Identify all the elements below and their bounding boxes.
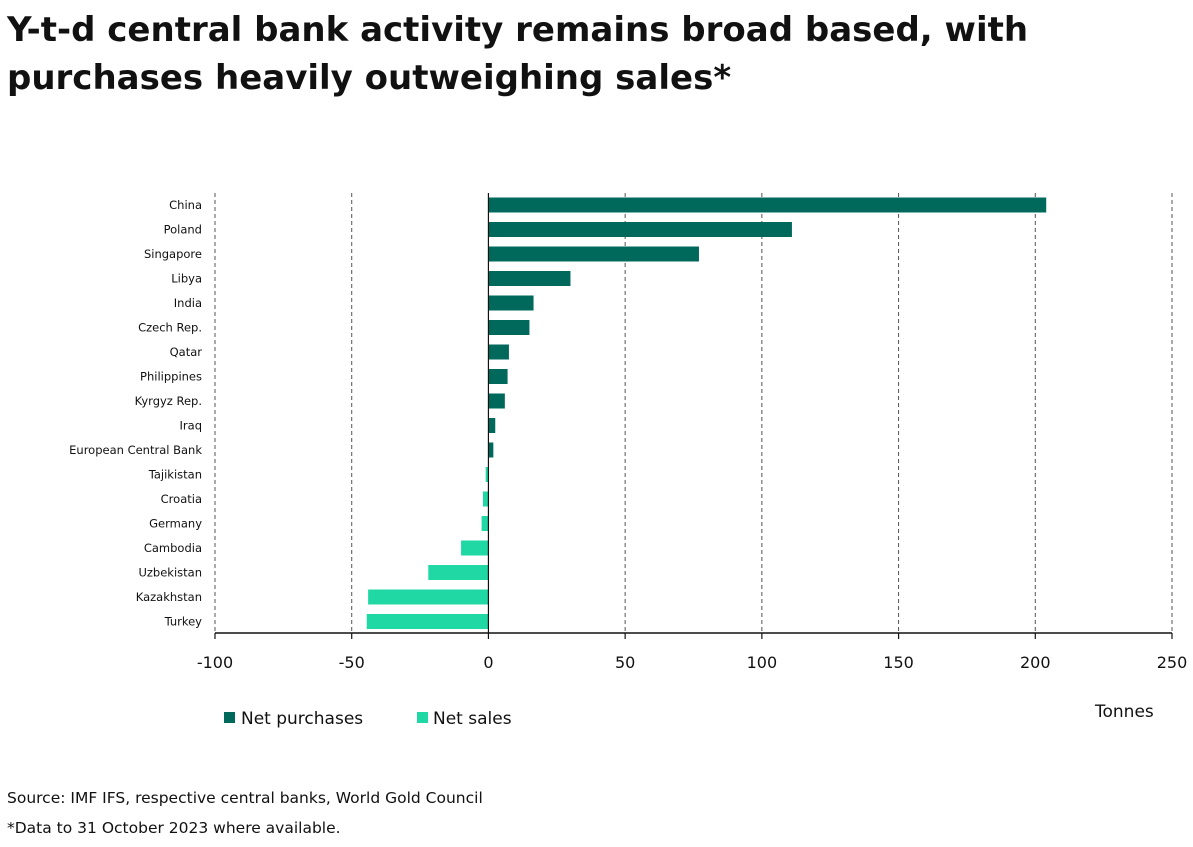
- category-label-india: India: [174, 296, 202, 310]
- bar-india: [488, 295, 534, 311]
- bar-european-central-bank: [488, 442, 494, 458]
- axes: [214, 193, 1173, 639]
- category-label-singapore: Singapore: [144, 247, 202, 261]
- data-note: *Data to 31 October 2023 where available…: [7, 819, 341, 837]
- source-note: Source: IMF IFS, respective central bank…: [7, 789, 483, 807]
- bar-philippines: [488, 369, 508, 384]
- category-label-turkey: Turkey: [164, 615, 203, 629]
- bar-china: [488, 197, 1047, 213]
- legend-swatch-net-purchases: [224, 712, 235, 723]
- legend: Net purchases Net sales: [224, 709, 512, 729]
- bar-tajikistan: [485, 467, 489, 482]
- x-tick-label-50: -50: [339, 653, 365, 672]
- category-label-tajikistan: Tajikistan: [148, 468, 202, 482]
- bar-turkey: [366, 614, 489, 629]
- category-label-qatar: Qatar: [170, 345, 203, 359]
- x-tick-label-250: 250: [1157, 653, 1188, 672]
- legend-label-net-sales: Net sales: [433, 709, 512, 729]
- x-axis-unit-label: Tonnes: [1094, 702, 1154, 722]
- x-tick-label-50: 50: [615, 653, 635, 672]
- bar-poland: [488, 222, 792, 237]
- category-label-poland: Poland: [164, 223, 202, 237]
- category-label-european-central-bank: European Central Bank: [69, 443, 202, 457]
- x-tick-label-200: 200: [1020, 653, 1051, 672]
- category-label-iraq: Iraq: [180, 419, 202, 433]
- category-label-kazakhstan: Kazakhstan: [136, 590, 202, 604]
- bar-kyrgyz-rep: [488, 393, 505, 409]
- bar-cambodia: [461, 540, 489, 556]
- bar-kazakhstan: [368, 589, 489, 605]
- category-label-china: China: [169, 198, 202, 212]
- x-tick-label-100: 100: [747, 653, 778, 672]
- bar-iraq: [488, 418, 496, 433]
- x-tick-label-150: 150: [883, 653, 914, 672]
- category-label-uzbekistan: Uzbekistan: [138, 566, 202, 580]
- bar-singapore: [488, 246, 699, 262]
- category-label-cambodia: Cambodia: [144, 541, 202, 555]
- category-label-croatia: Croatia: [161, 492, 202, 506]
- category-labels: China Poland Singapore Libya India Czech Rep.…: [69, 198, 202, 629]
- bar-croatia: [482, 491, 489, 507]
- legend-label-net-purchases: Net purchases: [241, 709, 363, 729]
- category-label-kyrgyz-rep: Kyrgyz Rep.: [135, 394, 202, 408]
- category-label-philippines: Philippines: [140, 370, 202, 384]
- grid-lines: [214, 193, 1173, 633]
- tick-labels: -100 -50 0 50 100 150 200 250: [197, 653, 1187, 672]
- x-tick-label-100: -100: [197, 653, 233, 672]
- category-label-germany: Germany: [149, 517, 202, 531]
- category-label-czech-rep: Czech Rep.: [138, 321, 202, 335]
- x-tick-label-0: 0: [483, 653, 493, 672]
- bars: [366, 197, 1047, 629]
- category-label-libya: Libya: [171, 272, 202, 286]
- chart-title: Y-t-d central bank activity remains broa…: [7, 10, 1029, 98]
- bar-qatar: [488, 344, 509, 360]
- bar-uzbekistan: [428, 565, 489, 580]
- bar-germany: [481, 516, 489, 531]
- legend-swatch-net-sales: [417, 712, 428, 723]
- bar-libya: [488, 271, 571, 286]
- bar-czech-rep: [488, 320, 530, 335]
